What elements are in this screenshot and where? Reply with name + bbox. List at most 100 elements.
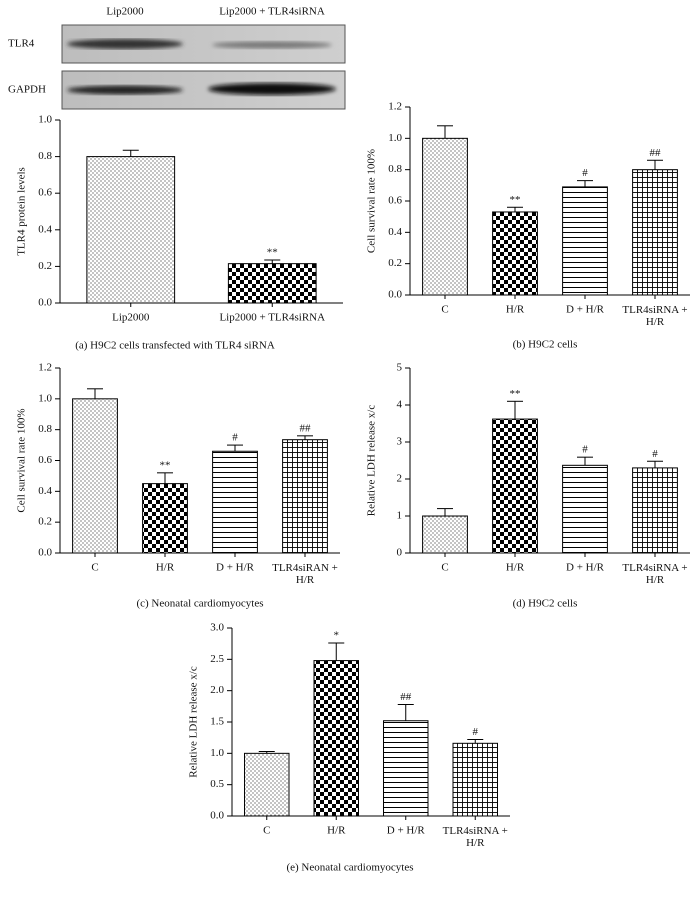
x-tick-label: Lip2000 [112, 312, 150, 324]
significance-label: ## [300, 422, 312, 434]
y-tick-label: 0.4 [38, 485, 52, 497]
blot-band [67, 85, 183, 95]
error-bar [507, 206, 523, 212]
x-tick-label: TLR4siRNA + H/R [443, 825, 508, 849]
x-tick-label: C [263, 825, 270, 837]
y-tick-label: 5 [397, 362, 403, 374]
error-bar [297, 435, 313, 440]
y-tick-label: 1.0 [210, 747, 224, 759]
y-tick-label: 2.5 [210, 653, 224, 665]
panel: 0.0 0.2 0.4 0.6 0.8 1.0 1.2 Cell survival rate … [16, 362, 340, 610]
error-bar [437, 508, 453, 516]
bar [422, 137, 468, 296]
bar [562, 186, 608, 296]
significance-label: # [232, 432, 238, 444]
x-tick-label: H/R [506, 304, 525, 316]
blot-column-label: Lip2000 + TLR4siRNA [219, 6, 325, 18]
bar [86, 156, 176, 304]
y-tick-label: 1.0 [38, 114, 52, 126]
error-bar [258, 750, 275, 754]
x-tick-label: TLR4siRNA + H/R [622, 304, 687, 328]
y-tick-label: 1.0 [388, 132, 402, 144]
significance-label: # [473, 726, 479, 738]
y-tick-label: 0.4 [38, 223, 52, 235]
y-tick-label: 4 [397, 399, 403, 411]
significance-label: ** [160, 459, 171, 471]
error-bar [397, 703, 414, 721]
y-tick-label: 2.0 [210, 684, 224, 696]
caption: (d) H9C2 cells [513, 598, 578, 610]
significance-label: # [652, 448, 658, 460]
error-bar [647, 159, 663, 170]
y-tick-label: 0.0 [38, 547, 52, 559]
y-tick-label: 0.2 [38, 260, 52, 272]
error-bar [647, 460, 663, 468]
x-tick-label: H/R [327, 825, 346, 837]
bar [72, 398, 118, 554]
y-axis-label: Relative LDH release x/c [188, 666, 200, 778]
blot-row-label: GAPDH [8, 84, 46, 96]
x-tick-label: TLR4siRNA + H/R [622, 562, 687, 586]
significance-label: # [582, 444, 588, 456]
y-tick-label: 3 [397, 436, 403, 448]
bar [452, 742, 498, 817]
x-tick-label: C [441, 304, 448, 316]
error-bar [87, 388, 103, 399]
y-tick-label: 0 [397, 547, 403, 559]
western-blot: Lip2000 Lip2000 + TLR4siRNA TLR4 GAPDH [8, 6, 346, 110]
y-tick-label: 0.0 [38, 297, 52, 309]
significance-label: ## [650, 147, 662, 159]
y-tick-label: 2 [397, 473, 403, 485]
blot-column-label: Lip2000 [106, 6, 144, 18]
y-axis-label: Relative LDH release x/c [366, 405, 378, 517]
y-tick-label: 3.0 [210, 622, 224, 634]
y-tick-label: 1 [397, 510, 403, 522]
bar [313, 660, 359, 817]
error-bar [227, 444, 243, 452]
y-tick-label: 0.6 [38, 454, 52, 466]
y-tick-label: 0.5 [210, 778, 224, 790]
x-tick-label: Lip2000 + TLR4siRNA [219, 312, 325, 324]
y-tick-label: 0.6 [38, 187, 52, 199]
y-tick-label: 0.0 [210, 810, 224, 822]
y-tick-label: 1.0 [38, 392, 52, 404]
x-tick-label: H/R [156, 562, 175, 574]
panel: 0.0 0.2 0.4 0.6 0.8 1.0 1.2 Cell survival rate … [366, 101, 690, 351]
bar [492, 211, 538, 296]
error-bar [157, 472, 173, 484]
error-bar [507, 400, 523, 420]
error-bar [467, 739, 484, 744]
y-tick-label: 1.5 [210, 716, 224, 728]
caption: (b) H9C2 cells [513, 339, 578, 351]
y-tick-label: 0.8 [38, 150, 52, 162]
bar [282, 439, 328, 554]
x-tick-label: D + H/R [566, 304, 605, 316]
blot-band [208, 83, 336, 95]
y-axis-label: TLR4 protein levels [16, 167, 28, 256]
blot-band [212, 41, 332, 49]
bar [244, 752, 290, 817]
y-tick-label: 0.8 [388, 163, 402, 175]
bar [562, 464, 608, 554]
y-tick-label: 0.2 [38, 516, 52, 528]
bar [227, 263, 317, 304]
x-tick-label: C [441, 562, 448, 574]
y-tick-label: 1.2 [388, 101, 402, 113]
y-tick-label: 0.2 [388, 257, 402, 269]
significance-label: * [334, 630, 340, 642]
significance-label: ** [510, 194, 521, 206]
caption: (c) Neonatal cardiomyocytes [136, 598, 263, 610]
y-tick-label: 0.8 [38, 423, 52, 435]
panel: 0 1 2 3 4 5 Relative LDH release x/c C ** H/R # D +… [366, 362, 690, 610]
caption: (e) Neonatal cardiomyocytes [286, 862, 413, 874]
bar [422, 515, 468, 554]
bar [632, 169, 678, 296]
y-tick-label: 1.2 [38, 362, 52, 374]
y-tick-label: 0.4 [388, 226, 402, 238]
bar [632, 467, 678, 554]
error-bar [122, 149, 139, 157]
bar [142, 483, 188, 554]
blot-band [67, 39, 183, 49]
bar [383, 720, 429, 817]
